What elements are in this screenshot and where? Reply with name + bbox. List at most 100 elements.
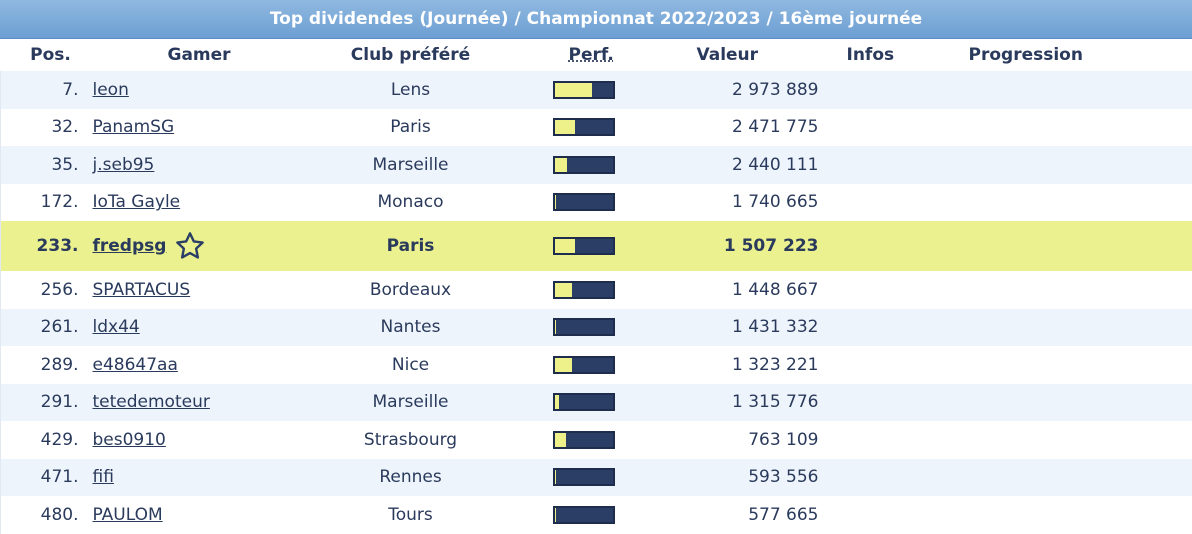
- perf-cell: [553, 421, 655, 459]
- gamer-link[interactable]: leon: [93, 80, 129, 100]
- rank-position: 261.: [1, 309, 93, 347]
- favorite-club: Tours: [309, 496, 513, 534]
- perf-bar: [553, 506, 615, 524]
- progression-cell: [959, 384, 1192, 422]
- perf-bar: [553, 356, 615, 374]
- infos-cell: [819, 496, 959, 534]
- infos-cell: [819, 71, 959, 109]
- col-gamer-header: Gamer: [93, 38, 309, 71]
- progression-cell: [959, 146, 1192, 184]
- rank-position: 289.: [1, 346, 93, 384]
- gamer-link[interactable]: IoTa Gayle: [93, 192, 181, 212]
- progression-cell: [959, 309, 1192, 347]
- perf-cell: [553, 459, 655, 497]
- favorite-club: Marseille: [309, 146, 513, 184]
- progression-cell: [959, 496, 1192, 534]
- infos-cell: [819, 459, 959, 497]
- col-value-header: Valeur: [655, 38, 819, 71]
- ranking-title: Top dividendes (Journée) / Championnat 2…: [0, 0, 1192, 39]
- gamer-link[interactable]: e48647aa: [93, 355, 178, 375]
- rank-position: 35.: [1, 146, 93, 184]
- gamer-link[interactable]: PAULOM: [93, 505, 163, 525]
- favorite-club: Strasbourg: [309, 421, 513, 459]
- perf-bar: [553, 468, 615, 486]
- progression-cell: [959, 271, 1192, 309]
- perf-cell: [553, 109, 655, 147]
- perf-cell: [553, 271, 655, 309]
- progression-cell: [959, 71, 1192, 109]
- gamer-link[interactable]: PanamSG: [93, 117, 175, 137]
- rank-position: 291.: [1, 384, 93, 422]
- perf-bar-fill: [555, 120, 575, 134]
- favorite-club: Nice: [309, 346, 513, 384]
- gamer-link[interactable]: j.seb95: [93, 155, 155, 175]
- infos-cell: [819, 109, 959, 147]
- perf-bar: [553, 81, 615, 99]
- ranking-table: Pos. Gamer Club préféré Perf. Valeur Inf…: [0, 38, 1192, 534]
- progression-cell: [959, 221, 1192, 271]
- perf-cell: [553, 184, 655, 222]
- col-perf-header[interactable]: Perf.: [553, 38, 655, 71]
- perf-bar: [553, 281, 615, 299]
- perf-bar: [553, 156, 615, 174]
- table-row: 289.e48647aa Nice 1 323 221: [1, 346, 1192, 384]
- col-infos-header: Infos: [819, 38, 959, 71]
- perf-cell: [553, 146, 655, 184]
- progression-cell: [959, 346, 1192, 384]
- perf-bar-fill: [555, 283, 572, 297]
- gamer-link[interactable]: SPARTACUS: [93, 280, 191, 300]
- perf-sort-link[interactable]: Perf.: [569, 45, 614, 65]
- progression-cell: [959, 184, 1192, 222]
- progression-cell: [959, 109, 1192, 147]
- gamer-cell: j.seb95: [93, 146, 309, 184]
- rank-position: 256.: [1, 271, 93, 309]
- perf-bar-fill: [555, 320, 557, 334]
- gamer-link[interactable]: fredpsg: [93, 236, 167, 256]
- perf-bar: [553, 118, 615, 136]
- favorite-star-icon[interactable]: [174, 230, 206, 262]
- gamer-link[interactable]: ldx44: [93, 317, 140, 337]
- infos-cell: [819, 184, 959, 222]
- perf-cell: [553, 346, 655, 384]
- perf-bar: [553, 318, 615, 336]
- value-amount: 1 431 332: [655, 309, 819, 347]
- perf-bar-fill: [555, 158, 568, 172]
- gamer-cell: PAULOM: [93, 496, 309, 534]
- perf-bar-fill: [555, 433, 567, 447]
- rank-position: 480.: [1, 496, 93, 534]
- gamer-cell: ldx44: [93, 309, 309, 347]
- value-amount: 1 323 221: [655, 346, 819, 384]
- rank-position: 172.: [1, 184, 93, 222]
- perf-cell: [553, 496, 655, 534]
- value-amount: 1 740 665: [655, 184, 819, 222]
- value-amount: 593 556: [655, 459, 819, 497]
- header-row: Pos. Gamer Club préféré Perf. Valeur Inf…: [1, 38, 1192, 71]
- perf-bar-fill: [555, 395, 560, 409]
- col-progression-header: Progression: [959, 38, 1192, 71]
- perf-cell: [553, 71, 655, 109]
- favorite-club: Rennes: [309, 459, 513, 497]
- infos-cell: [819, 346, 959, 384]
- value-amount: 577 665: [655, 496, 819, 534]
- value-amount: 763 109: [655, 421, 819, 459]
- value-amount: 1 507 223: [655, 221, 819, 271]
- rank-position: 233.: [1, 221, 93, 271]
- favorite-club: Marseille: [309, 384, 513, 422]
- gamer-link[interactable]: fifi: [93, 467, 114, 487]
- gamer-link[interactable]: tetedemoteur: [93, 392, 210, 412]
- infos-cell: [819, 309, 959, 347]
- table-row: 480.PAULOM Tours 577 665: [1, 496, 1192, 534]
- infos-cell: [819, 271, 959, 309]
- infos-cell: [819, 146, 959, 184]
- gamer-link[interactable]: bes0910: [93, 430, 166, 450]
- infos-cell: [819, 384, 959, 422]
- infos-cell: [819, 221, 959, 271]
- rank-position: 471.: [1, 459, 93, 497]
